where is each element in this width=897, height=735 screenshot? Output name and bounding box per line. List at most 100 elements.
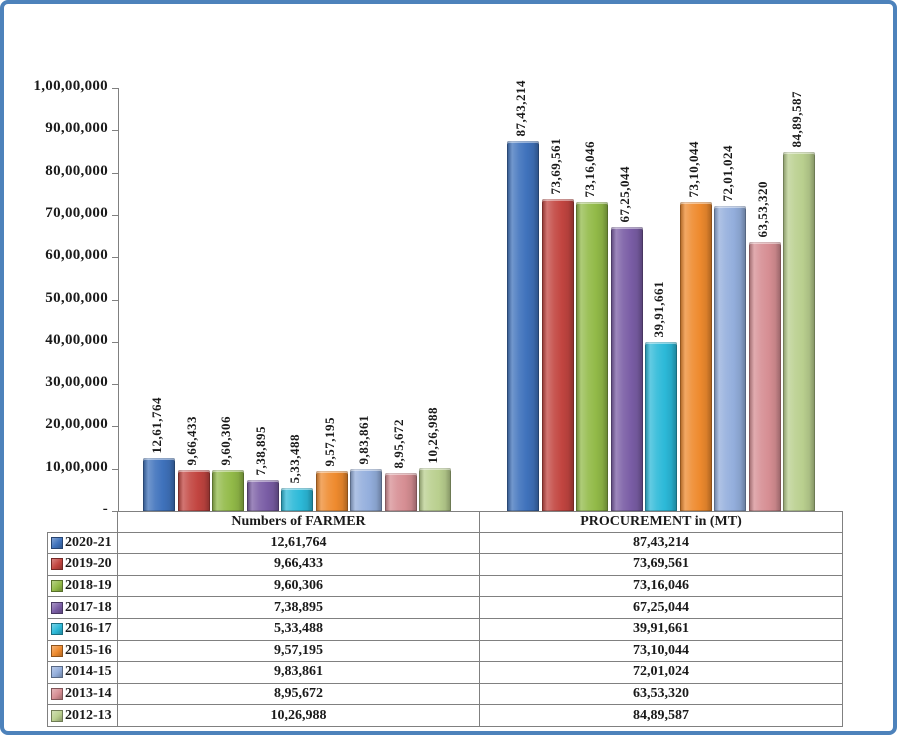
bar-value-label: 12,61,764 bbox=[149, 396, 164, 454]
y-axis-tick-label: - bbox=[102, 501, 108, 517]
y-axis-tick-label: 10,00,000 bbox=[45, 458, 108, 475]
y-axis-tick-label: 80,00,000 bbox=[45, 162, 108, 179]
y-axis-tick-mark bbox=[112, 384, 119, 386]
bar-2018-19-farmer bbox=[212, 470, 244, 511]
bar-value-label: 9,83,861 bbox=[356, 414, 371, 465]
y-axis-tick-mark bbox=[112, 130, 119, 132]
legend-key-icon bbox=[51, 688, 63, 701]
y-axis-tick-label: 20,00,000 bbox=[45, 416, 108, 433]
table-value-2012-13-farmer: 10,26,988 bbox=[118, 705, 480, 727]
bar-value-label: 9,57,195 bbox=[322, 416, 337, 467]
bar-2017-18-procurement bbox=[611, 227, 643, 511]
legend-year-label: 2015-16 bbox=[65, 642, 112, 658]
bar-2014-15-procurement bbox=[714, 206, 746, 511]
bar-value-label: 87,43,214 bbox=[513, 79, 528, 137]
bar-2020-21-procurement bbox=[507, 141, 539, 511]
legend-year-label: 2012-13 bbox=[65, 707, 112, 723]
table-corner-spacer bbox=[47, 511, 118, 533]
bar-value-label: 63,53,320 bbox=[755, 180, 770, 238]
table-value-2014-15-farmer: 9,83,861 bbox=[118, 662, 480, 684]
bar-2016-17-farmer bbox=[281, 488, 313, 511]
y-axis-tick-label: 30,00,000 bbox=[45, 374, 108, 391]
legend-cell-2020-21: 2020-21 bbox=[47, 532, 118, 555]
table-value-2013-14-farmer: 8,95,672 bbox=[118, 683, 480, 706]
bar-2019-20-farmer bbox=[178, 470, 210, 511]
y-axis-tick-label: 1,00,00,000 bbox=[33, 78, 108, 94]
table-value-2016-17-procurement: 39,91,661 bbox=[480, 618, 843, 641]
table-value-2020-21-farmer: 12,61,764 bbox=[118, 532, 480, 555]
table-value-2015-16-farmer: 9,57,195 bbox=[118, 640, 480, 663]
table-value-2020-21-procurement: 87,43,214 bbox=[480, 532, 843, 555]
legend-cell-2016-17: 2016-17 bbox=[47, 618, 118, 641]
bar-value-label: 39,91,661 bbox=[651, 280, 666, 338]
table-value-2019-20-procurement: 73,69,561 bbox=[480, 554, 843, 576]
legend-cell-2019-20: 2019-20 bbox=[47, 554, 118, 576]
table-value-2018-19-farmer: 9,60,306 bbox=[118, 575, 480, 598]
legend-key-icon bbox=[51, 666, 63, 679]
table-value-2016-17-farmer: 5,33,488 bbox=[118, 618, 480, 641]
bar-2012-13-procurement bbox=[783, 152, 815, 511]
y-axis-tick-mark bbox=[112, 341, 119, 343]
table-header-farmer: Numbers of FARMER bbox=[118, 511, 480, 533]
legend-key-icon bbox=[51, 580, 63, 593]
legend-key-icon bbox=[51, 623, 63, 636]
bar-2015-16-farmer bbox=[316, 471, 348, 511]
legend-key-icon bbox=[51, 536, 63, 549]
legend-cell-2015-16: 2015-16 bbox=[47, 640, 118, 663]
legend-key-icon bbox=[51, 558, 63, 571]
y-axis-tick-label: 50,00,000 bbox=[45, 289, 108, 306]
bar-2014-15-farmer bbox=[350, 469, 382, 511]
legend-year-label: 2016-17 bbox=[65, 621, 112, 637]
legend-key-icon bbox=[51, 644, 63, 657]
bar-value-label: 84,89,587 bbox=[789, 90, 804, 148]
y-axis-tick-mark bbox=[112, 468, 119, 470]
legend-cell-2013-14: 2013-14 bbox=[47, 683, 118, 706]
bar-value-label: 67,25,044 bbox=[617, 165, 632, 223]
bar-value-label: 9,60,306 bbox=[218, 415, 233, 466]
y-axis-tick-label: 70,00,000 bbox=[45, 204, 108, 221]
y-axis-tick-mark bbox=[112, 214, 119, 216]
table-value-2017-18-farmer: 7,38,895 bbox=[118, 597, 480, 619]
bar-2017-18-farmer bbox=[247, 480, 279, 511]
bar-value-label: 73,69,561 bbox=[548, 137, 563, 195]
bar-value-label: 73,10,044 bbox=[686, 140, 701, 198]
bar-value-label: 72,01,024 bbox=[720, 144, 735, 202]
bar-value-label: 8,95,672 bbox=[391, 418, 406, 469]
y-axis-tick-mark bbox=[112, 511, 119, 512]
bar-value-label: 9,66,433 bbox=[184, 415, 199, 466]
bar-value-label: 10,26,988 bbox=[425, 406, 440, 464]
y-axis-tick-label: 90,00,000 bbox=[45, 120, 108, 137]
y-axis-tick-mark bbox=[112, 88, 119, 89]
table-value-2017-18-procurement: 67,25,044 bbox=[480, 597, 843, 619]
legend-year-label: 2020-21 bbox=[65, 534, 112, 550]
table-value-2012-13-procurement: 84,89,587 bbox=[480, 705, 843, 727]
table-value-2015-16-procurement: 73,10,044 bbox=[480, 640, 843, 663]
legend-cell-2018-19: 2018-19 bbox=[47, 575, 118, 598]
bar-2020-21-farmer bbox=[143, 458, 175, 511]
legend-year-label: 2017-18 bbox=[65, 599, 112, 615]
bar-2012-13-farmer bbox=[419, 468, 451, 511]
bar-value-label: 7,38,895 bbox=[253, 425, 268, 476]
legend-key-icon bbox=[51, 709, 63, 722]
bar-2013-14-farmer bbox=[385, 473, 417, 511]
legend-cell-2012-13: 2012-13 bbox=[47, 705, 118, 727]
table-value-2018-19-procurement: 73,16,046 bbox=[480, 575, 843, 598]
legend-year-label: 2014-15 bbox=[65, 664, 112, 680]
bar-value-label: 5,33,488 bbox=[287, 433, 302, 484]
bar-2019-20-procurement bbox=[542, 199, 574, 511]
bar-2016-17-procurement bbox=[645, 342, 677, 511]
bar-2018-19-procurement bbox=[576, 202, 608, 511]
bar-2013-14-procurement bbox=[749, 242, 781, 511]
legend-cell-2017-18: 2017-18 bbox=[47, 597, 118, 619]
y-axis-tick-mark bbox=[112, 257, 119, 259]
y-axis-tick-mark bbox=[112, 299, 119, 301]
table-header-procurement: PROCUREMENT in (MT) bbox=[480, 511, 843, 533]
legend-key-icon bbox=[51, 601, 63, 614]
data-table: Numbers of FARMER PROCUREMENT in (MT) 20… bbox=[47, 511, 843, 727]
y-axis-tick-label: 60,00,000 bbox=[45, 247, 108, 264]
y-axis-tick-mark bbox=[112, 172, 119, 174]
y-axis-tick-label: 40,00,000 bbox=[45, 331, 108, 348]
bar-2015-16-procurement bbox=[680, 202, 712, 511]
legend-year-label: 2019-20 bbox=[65, 556, 112, 572]
